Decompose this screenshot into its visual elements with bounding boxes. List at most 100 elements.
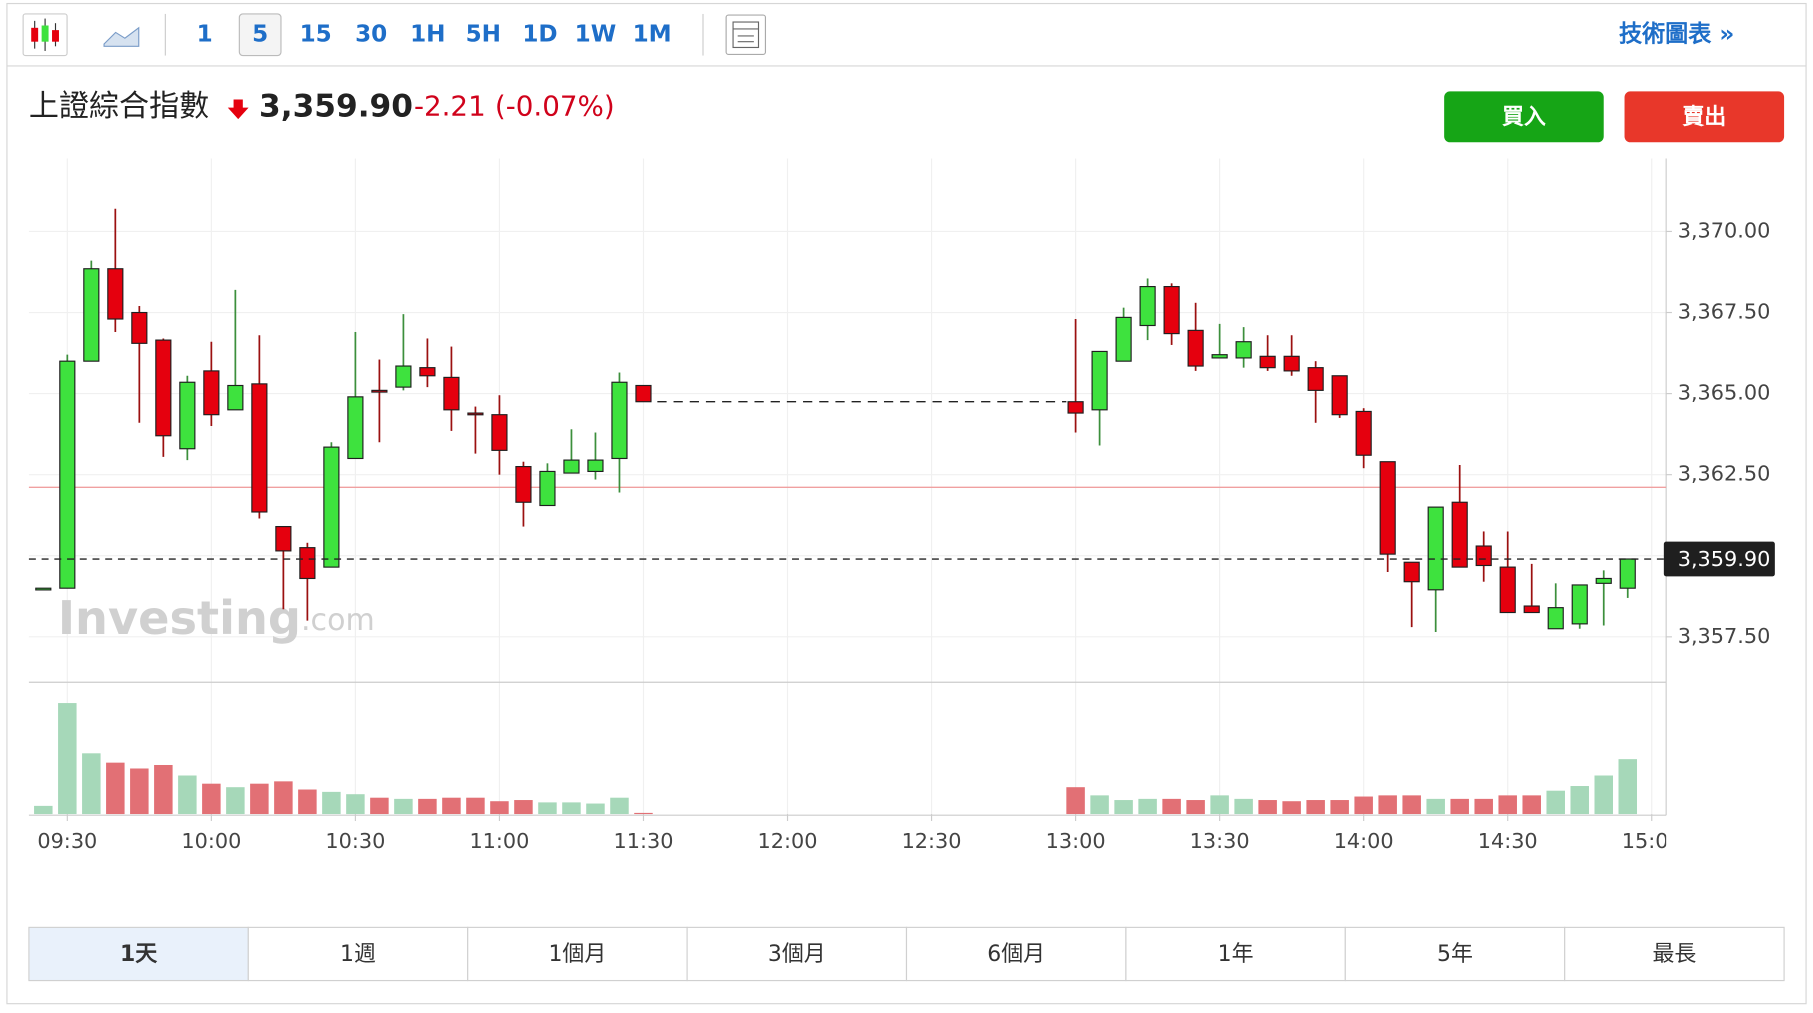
interval-bar: 1 5 15 30 1H 5H 1D 1W 1M bbox=[197, 13, 672, 57]
candle-body bbox=[491, 414, 508, 451]
interval-button[interactable]: 1D bbox=[522, 21, 557, 47]
icon-part bbox=[41, 25, 49, 42]
range-tab-label[interactable]: 1個月 bbox=[548, 942, 606, 967]
volume-bar bbox=[1498, 795, 1517, 815]
interval-button[interactable]: 5H bbox=[466, 21, 501, 47]
last-price-box bbox=[1663, 541, 1775, 577]
candle-body bbox=[1451, 501, 1468, 568]
last-price-label: 3,359.90 bbox=[1678, 547, 1771, 571]
candle-icon[interactable] bbox=[22, 13, 68, 57]
icon-part bbox=[31, 27, 39, 42]
sell-button[interactable] bbox=[1624, 91, 1785, 143]
volume-bar bbox=[1210, 795, 1229, 815]
y-tick-label: 3,357.50 bbox=[1678, 624, 1771, 648]
technical-link[interactable]: 技術圖表 » bbox=[1619, 20, 1734, 47]
range-tab-label[interactable]: 5年 bbox=[1437, 942, 1473, 967]
range-tab-label[interactable]: 3個月 bbox=[768, 942, 826, 967]
y-tick-label: 3,365.00 bbox=[1678, 381, 1771, 405]
volume-bar bbox=[1594, 775, 1613, 815]
candle-body bbox=[395, 365, 412, 388]
watermark: Investing.com bbox=[58, 590, 375, 644]
candle-body bbox=[347, 396, 364, 460]
volume-bar bbox=[274, 781, 293, 815]
volume-bar bbox=[586, 803, 605, 815]
candle-body bbox=[1379, 461, 1396, 555]
line-icon[interactable] bbox=[103, 26, 140, 47]
volume-bar bbox=[250, 783, 269, 815]
candle-body bbox=[299, 547, 316, 580]
x-tick-label: 13:30 bbox=[1190, 829, 1250, 853]
interval-button[interactable]: 1M bbox=[633, 21, 672, 47]
candle-body bbox=[443, 376, 460, 411]
candle-body bbox=[1355, 410, 1372, 456]
volume-bar bbox=[226, 787, 245, 815]
range-tab[interactable] bbox=[247, 926, 469, 982]
sell-label[interactable]: 賣出 bbox=[1681, 105, 1726, 130]
volume-bar bbox=[514, 800, 533, 815]
range-tab[interactable] bbox=[686, 926, 908, 982]
range-tab-label[interactable]: 最長 bbox=[1652, 942, 1696, 967]
range-tab-label[interactable]: 1天 bbox=[120, 942, 157, 967]
buy-button[interactable] bbox=[1444, 91, 1604, 143]
volume-bar bbox=[1378, 795, 1397, 815]
volume-bar bbox=[442, 797, 461, 815]
volume-bar bbox=[1474, 798, 1493, 815]
interval-button[interactable]: 15 bbox=[300, 21, 332, 47]
interval-button[interactable]: 1 bbox=[197, 21, 213, 47]
volume-bar bbox=[1450, 798, 1469, 815]
icon-part bbox=[732, 21, 760, 49]
candle-body bbox=[1163, 285, 1180, 335]
candle-body bbox=[155, 339, 172, 437]
interval-button[interactable]: 1W bbox=[575, 21, 617, 47]
volume-bar bbox=[1306, 800, 1325, 815]
range-tab[interactable] bbox=[905, 926, 1127, 982]
volume-bar bbox=[1138, 798, 1157, 815]
change: -2.21 bbox=[414, 90, 486, 123]
candle-body bbox=[1235, 341, 1252, 359]
grid: 3,357.503,360.003,362.503,365.003,367.50… bbox=[28, 158, 1771, 853]
volume-bar bbox=[490, 801, 509, 815]
icon-part bbox=[52, 30, 59, 42]
layout-icon[interactable] bbox=[725, 14, 767, 55]
range-tab-label[interactable]: 1年 bbox=[1218, 942, 1254, 967]
volume-bar bbox=[1570, 786, 1589, 815]
volume-bar bbox=[370, 797, 389, 815]
candle-body bbox=[203, 370, 220, 416]
x-tick-label: 10:30 bbox=[325, 829, 385, 853]
buy-label[interactable]: 買入 bbox=[1502, 105, 1546, 130]
interval-button[interactable]: 30 bbox=[355, 21, 387, 47]
volume-bar bbox=[154, 764, 173, 815]
volume-bar bbox=[1186, 800, 1205, 815]
icon-frame[interactable] bbox=[725, 14, 767, 55]
candle-body bbox=[1307, 367, 1324, 391]
interval-button[interactable]: 1H bbox=[410, 21, 445, 47]
range-tab-label[interactable]: 6個月 bbox=[987, 942, 1045, 967]
range-tab[interactable] bbox=[1125, 926, 1346, 982]
candle-body bbox=[251, 383, 268, 513]
volume-bar bbox=[1354, 796, 1373, 815]
candle-body bbox=[1427, 506, 1444, 591]
candle-body bbox=[371, 389, 388, 393]
x-tick-label: 11:30 bbox=[614, 829, 674, 853]
candle-body bbox=[83, 268, 100, 362]
range-tab[interactable] bbox=[467, 926, 688, 982]
range-tab-label[interactable]: 1週 bbox=[340, 942, 376, 967]
interval-selected[interactable] bbox=[238, 13, 282, 57]
volume-bar bbox=[82, 753, 101, 815]
candle-body bbox=[587, 459, 604, 473]
candle-body bbox=[1331, 375, 1348, 416]
interval-button[interactable]: 5 bbox=[252, 21, 268, 47]
range-tab[interactable] bbox=[1564, 926, 1785, 982]
x-tick-label: 15:00 bbox=[1622, 829, 1682, 853]
candle-body bbox=[611, 381, 628, 460]
candle-body bbox=[635, 384, 652, 403]
candle-body bbox=[1571, 584, 1588, 625]
x-tick-label: 09:30 bbox=[37, 829, 97, 853]
candle-body bbox=[1475, 545, 1492, 567]
candle-body bbox=[323, 446, 340, 568]
candle-body bbox=[1115, 316, 1132, 362]
candle-body bbox=[467, 412, 484, 416]
range-tab[interactable] bbox=[1344, 926, 1566, 982]
volume-bar bbox=[1234, 798, 1253, 815]
range-tab[interactable] bbox=[28, 926, 249, 982]
